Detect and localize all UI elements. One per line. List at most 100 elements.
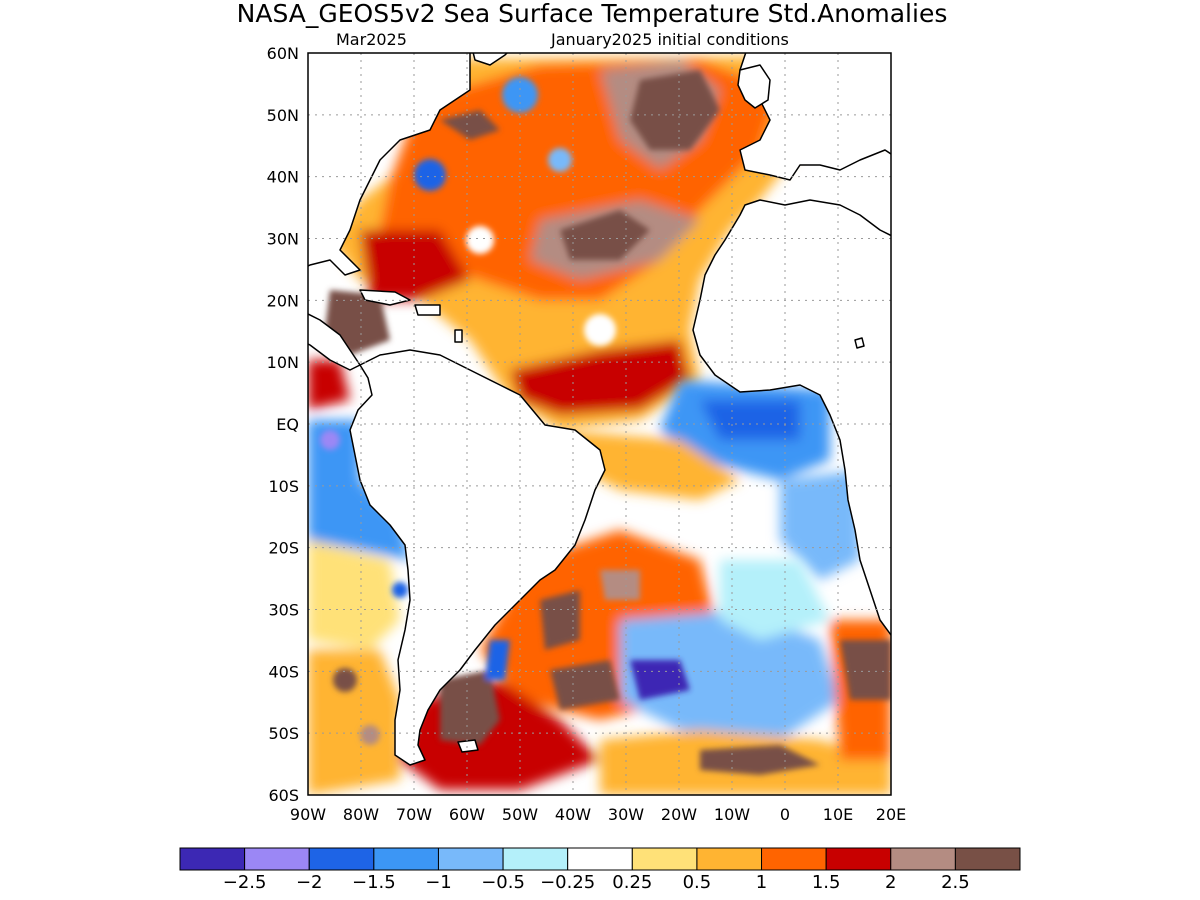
colorbar-tick-label: −1	[425, 872, 452, 893]
central-america	[308, 313, 361, 371]
cuba	[359, 289, 411, 306]
anomaly-region	[333, 668, 357, 692]
colorbar-swatch	[502, 847, 569, 871]
anomaly-region	[440, 110, 500, 140]
colorbar-tick-label: −0.5	[481, 872, 525, 893]
colorbar-swatch	[567, 847, 633, 871]
anomaly-region	[548, 148, 572, 172]
lat-tick-label: 30N	[267, 230, 299, 249]
anomaly-region	[360, 725, 380, 745]
colorbar-tick-label: 1	[756, 872, 767, 893]
africa	[692, 199, 891, 636]
anomaly-region	[466, 226, 494, 254]
graticule	[308, 53, 891, 795]
longitude-axis: 90W 80W 70W 60W 50W 40W 30W 20W 10W 0 10E 20E	[290, 805, 906, 824]
lon-tick-label: 20E	[876, 805, 906, 824]
colorbar-tick-label: −0.25	[540, 872, 595, 893]
colorbar-tick-label: 2	[885, 872, 896, 893]
lat-tick-label: 50N	[267, 106, 299, 125]
colorbar-swatch	[631, 847, 698, 871]
anomaly-region	[485, 640, 510, 680]
lon-tick-label: 60W	[449, 805, 485, 824]
anomaly-region	[720, 560, 830, 640]
anomaly-region	[320, 430, 340, 450]
anomaly-region	[392, 582, 408, 598]
anomaly-region	[840, 640, 891, 700]
colorbar-tick-label: −2	[296, 872, 323, 893]
anomaly-region	[584, 314, 616, 346]
colorbar-swatch	[696, 847, 763, 871]
colorbar-tick-label: 2.5	[941, 872, 970, 893]
lat-tick-label: 40N	[267, 168, 299, 187]
anomaly-region	[780, 470, 860, 580]
map-panel	[308, 53, 891, 795]
anomaly-region	[700, 745, 820, 775]
anomaly-region	[550, 660, 620, 710]
anomaly-region	[360, 230, 470, 300]
falkland-islands	[457, 739, 479, 753]
lon-tick-label: 50W	[502, 805, 538, 824]
month-subtitle: Mar2025	[336, 30, 407, 49]
lat-tick-label: 10N	[267, 353, 299, 372]
colorbar-tick-label: −1.5	[352, 872, 396, 893]
lat-tick-label: 50S	[268, 724, 299, 743]
lon-tick-label: 10E	[823, 805, 853, 824]
anomaly-region	[540, 590, 580, 650]
lon-tick-label: 0	[780, 805, 790, 824]
colorbar-swatch	[890, 847, 956, 871]
anomaly-region	[700, 400, 800, 440]
lon-tick-label: 20W	[661, 805, 697, 824]
lat-tick-label: 10S	[268, 477, 299, 496]
map-title: NASA_GEOS5v2 Sea Surface Temperature Std…	[237, 0, 948, 28]
hispaniola	[414, 304, 441, 316]
lat-tick-label: 60S	[268, 786, 299, 805]
colorbar-swatch	[179, 847, 246, 871]
anomaly-region	[308, 540, 400, 650]
lat-tick-label: 20N	[267, 291, 299, 310]
anomaly-region	[510, 340, 690, 415]
colorbar-labels: −2.5 −2 −1.5 −1 −0.5 −0.25 0.25 0.5 1 1.5 2 2.5	[223, 872, 970, 893]
colorbar	[179, 847, 1021, 871]
map-frame	[307, 52, 892, 796]
lon-tick-label: 30W	[608, 805, 644, 824]
lesser-antilles	[454, 329, 463, 343]
lat-tick-label: EQ	[276, 415, 299, 434]
colorbar-swatch	[825, 847, 892, 871]
anomaly-region	[440, 670, 500, 745]
colorbar-swatch	[308, 847, 375, 871]
anomaly-region	[630, 70, 720, 150]
lon-tick-label: 80W	[343, 805, 379, 824]
anomaly-region	[560, 430, 740, 500]
lon-tick-label: 40W	[555, 805, 591, 824]
lon-tick-label: 90W	[290, 805, 326, 824]
lon-tick-label: 70W	[396, 805, 432, 824]
british-isles	[737, 64, 771, 109]
lat-tick-label: 40S	[268, 662, 299, 681]
anomaly-region	[600, 570, 640, 600]
colorbar-swatch	[437, 847, 504, 871]
lat-tick-label: 20S	[268, 539, 299, 558]
colorbar-swatch	[954, 847, 1021, 871]
colorbar-tick-label: 0.5	[683, 872, 712, 893]
anomaly-region	[308, 360, 350, 410]
latitude-axis: 60N 50N 40N 30N 20N 10N EQ 10S 20S 30S 40S 50S 60S	[267, 44, 299, 805]
lat-tick-label: 60N	[267, 44, 299, 63]
colorbar-swatch	[761, 847, 827, 871]
colorbar-swatch	[373, 847, 439, 871]
anomaly-region	[560, 210, 650, 260]
colorbar-tick-label: 1.5	[812, 872, 841, 893]
colorbar-tick-label: −2.5	[223, 872, 267, 893]
north-america	[308, 53, 471, 276]
anomaly-region	[630, 660, 690, 700]
anomaly-region	[308, 650, 400, 795]
init-subtitle: January2025 initial conditions	[550, 30, 789, 49]
island	[854, 337, 865, 349]
colorbar-swatch	[244, 847, 310, 871]
colorbar-tick-label: 0.25	[612, 872, 652, 893]
lat-tick-label: 30S	[268, 601, 299, 620]
anomaly-region	[308, 420, 410, 560]
lon-tick-label: 10W	[714, 805, 750, 824]
anomaly-region	[414, 159, 446, 191]
greenland	[472, 53, 509, 66]
